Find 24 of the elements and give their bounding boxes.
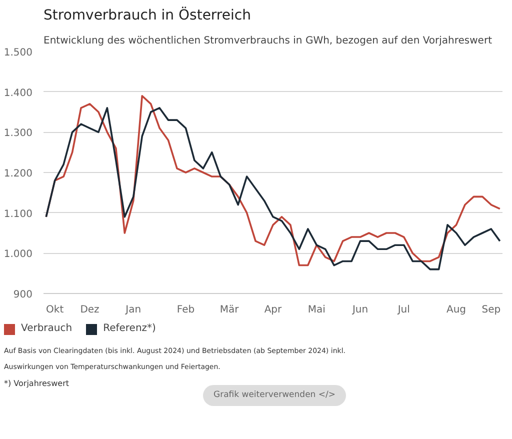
y-tick-label: 1.200	[4, 168, 33, 180]
x-tick-label: Jun	[351, 304, 368, 316]
y-tick-label: 1.000	[4, 249, 33, 260]
text: *) Vorjahreswert	[4, 378, 70, 390]
y-tick-label: 1.500	[4, 48, 33, 58]
y-tick-label: 1.300	[4, 128, 33, 140]
x-tick-label: Feb	[176, 304, 195, 316]
x-tick-label: Sep	[482, 304, 501, 316]
x-tick-label: Jan	[124, 304, 142, 316]
legend-label: Verbrauch	[21, 323, 72, 334]
y-tick-label: 1.400	[4, 88, 33, 99]
chart-title: Stromverbrauch in Österreich	[44, 6, 251, 24]
x-tick-label: Aug	[446, 304, 466, 316]
y-tick-label: 1.100	[4, 208, 33, 220]
text: Grafik weiterverwenden </>	[203, 385, 346, 406]
chart-subtitle: Entwicklung des wöchentlichen Stromverbrauchs in GWh, bezogen auf den Vorjahreswert	[44, 36, 492, 46]
legend-label: Referenz*)	[103, 323, 156, 334]
x-tick-label: Apr	[264, 304, 283, 316]
x-tick-label: Mär	[220, 304, 240, 316]
y-tick-label: 900	[13, 290, 33, 300]
x-tick-label: Okt	[46, 304, 64, 316]
x-tick-label: Dez	[80, 304, 100, 316]
x-tick-label: Jul	[396, 304, 410, 316]
x-tick-label: Mai	[308, 304, 326, 316]
